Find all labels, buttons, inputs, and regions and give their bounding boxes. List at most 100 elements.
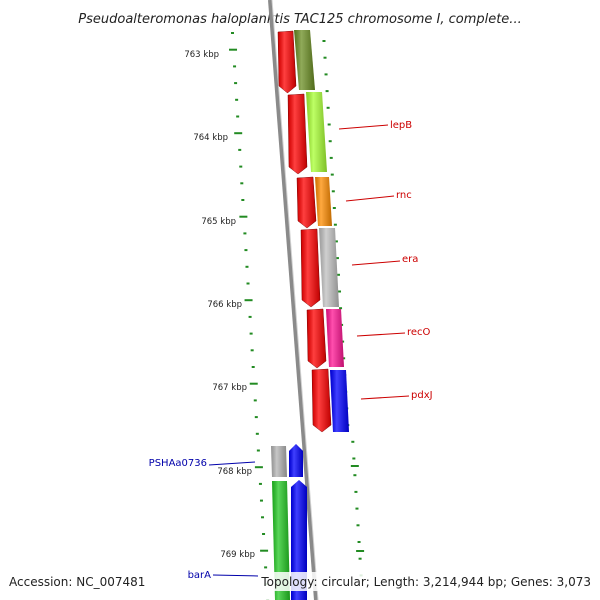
tick-mark [325,90,329,93]
tick-mark [238,148,242,151]
gene-block-pdxJ[interactable] [330,370,349,432]
tick-mark [336,273,340,276]
tick-mark [261,516,265,519]
tick-mark [356,550,365,552]
gene-block-lepB[interactable] [306,92,327,172]
gene-label-PSHAa0736[interactable]: PSHAa0736 [149,458,207,469]
tick-mark [249,332,253,335]
tick-mark [322,40,326,42]
gene-label-era[interactable]: era [402,254,418,265]
gene-block-recO[interactable] [326,309,344,367]
backbone-line [268,0,319,600]
tick-mark [358,557,362,560]
tick-mark [239,215,248,218]
tick-mark [330,173,334,176]
tick-mark [249,382,258,385]
tick-mark [233,65,237,68]
gene-arrow-blue[interactable] [289,444,303,477]
tick-label-767: 767 kbp [212,383,247,393]
tick-mark [243,232,247,235]
tick-mark [323,56,327,59]
tick-mark [326,106,330,109]
gene-block-olive[interactable] [294,30,315,90]
cds-arrow[interactable] [300,228,321,308]
tick-mark [255,432,259,435]
topology-text: Topology: circular; Length: 3,214,944 bp… [260,575,591,589]
tick-mark [329,156,333,159]
backbone-highlight [271,0,319,600]
recO-connector [356,332,406,337]
gene-label-recO[interactable]: recO [407,327,431,338]
gene-block-rnc[interactable] [315,177,332,226]
tick-mark [355,507,359,510]
pdxJ-connector [360,395,410,400]
cds-arrow[interactable] [311,368,332,433]
tick-mark [229,48,238,51]
tick-mark [258,482,262,485]
tick-mark [240,182,244,185]
tick-label-768: 768 kbp [217,467,252,477]
tick-mark [334,240,338,243]
tick-mark [253,399,257,402]
tick-mark [256,449,260,452]
tick-mark [324,73,328,76]
gene-label-barA[interactable]: barA [188,570,212,581]
tick-mark [245,265,249,268]
tick-mark [342,357,346,360]
tick-mark [234,82,238,85]
tick-mark [357,541,361,543]
tick-mark [248,315,252,318]
cds-arrow[interactable] [277,30,297,94]
tick-mark [332,207,336,209]
barA-connector [212,574,259,577]
cds-arrow[interactable] [306,308,327,369]
tick-label-764: 764 kbp [193,133,228,143]
tick-mark [333,223,337,226]
tick-mark [260,549,269,552]
tick-mark [335,257,339,260]
lepB-connector [338,124,389,130]
gene-label-rnc[interactable]: rnc [396,190,412,201]
tick-label-766: 766 kbp [207,300,242,310]
gene-labels: lepB rnc era recO pdxJ PSHAa0736 barA [149,120,433,581]
tick-mark [351,440,355,443]
tick-mark [239,165,243,168]
tick-mark [246,282,250,285]
rnc-connector [345,195,395,202]
tick-mark [331,190,335,193]
gene-label-pdxJ[interactable]: pdxJ [411,390,433,401]
tick-mark [350,465,359,467]
tick-mark [244,249,248,252]
cds-arrow[interactable] [296,176,317,229]
tick-mark [353,474,357,477]
tick-mark [327,123,331,126]
tick-mark [339,307,343,310]
footer-bg-right [258,572,594,591]
tick-mark [230,32,234,34]
accession-text: Accession: NC_007481 [9,575,145,589]
tick-label-765: 765 kbp [201,217,236,227]
tick-mark [328,140,332,143]
tick-label-769: 769 kbp [220,550,255,560]
gene-features [271,30,349,600]
tick-mark [262,533,266,535]
tick-mark [244,299,253,302]
cds-features [277,30,332,433]
gene-label-lepB[interactable]: lepB [390,120,412,131]
tick-mark [338,290,342,293]
gene-block-barA[interactable] [272,481,290,600]
gene-block-era[interactable] [319,228,339,307]
tick-mark [251,366,255,368]
tick-mark [235,98,239,101]
cds-arrow[interactable] [287,93,308,175]
tick-mark [250,349,254,352]
tick-mark [356,524,360,527]
tick-mark [264,566,268,569]
gene-arrow-blue[interactable] [291,480,307,600]
tick-mark [236,115,240,118]
tick-mark [254,466,263,469]
gene-block-PSHAa0736[interactable] [271,446,287,477]
tick-mark [259,499,263,502]
tick-mark [352,457,356,460]
